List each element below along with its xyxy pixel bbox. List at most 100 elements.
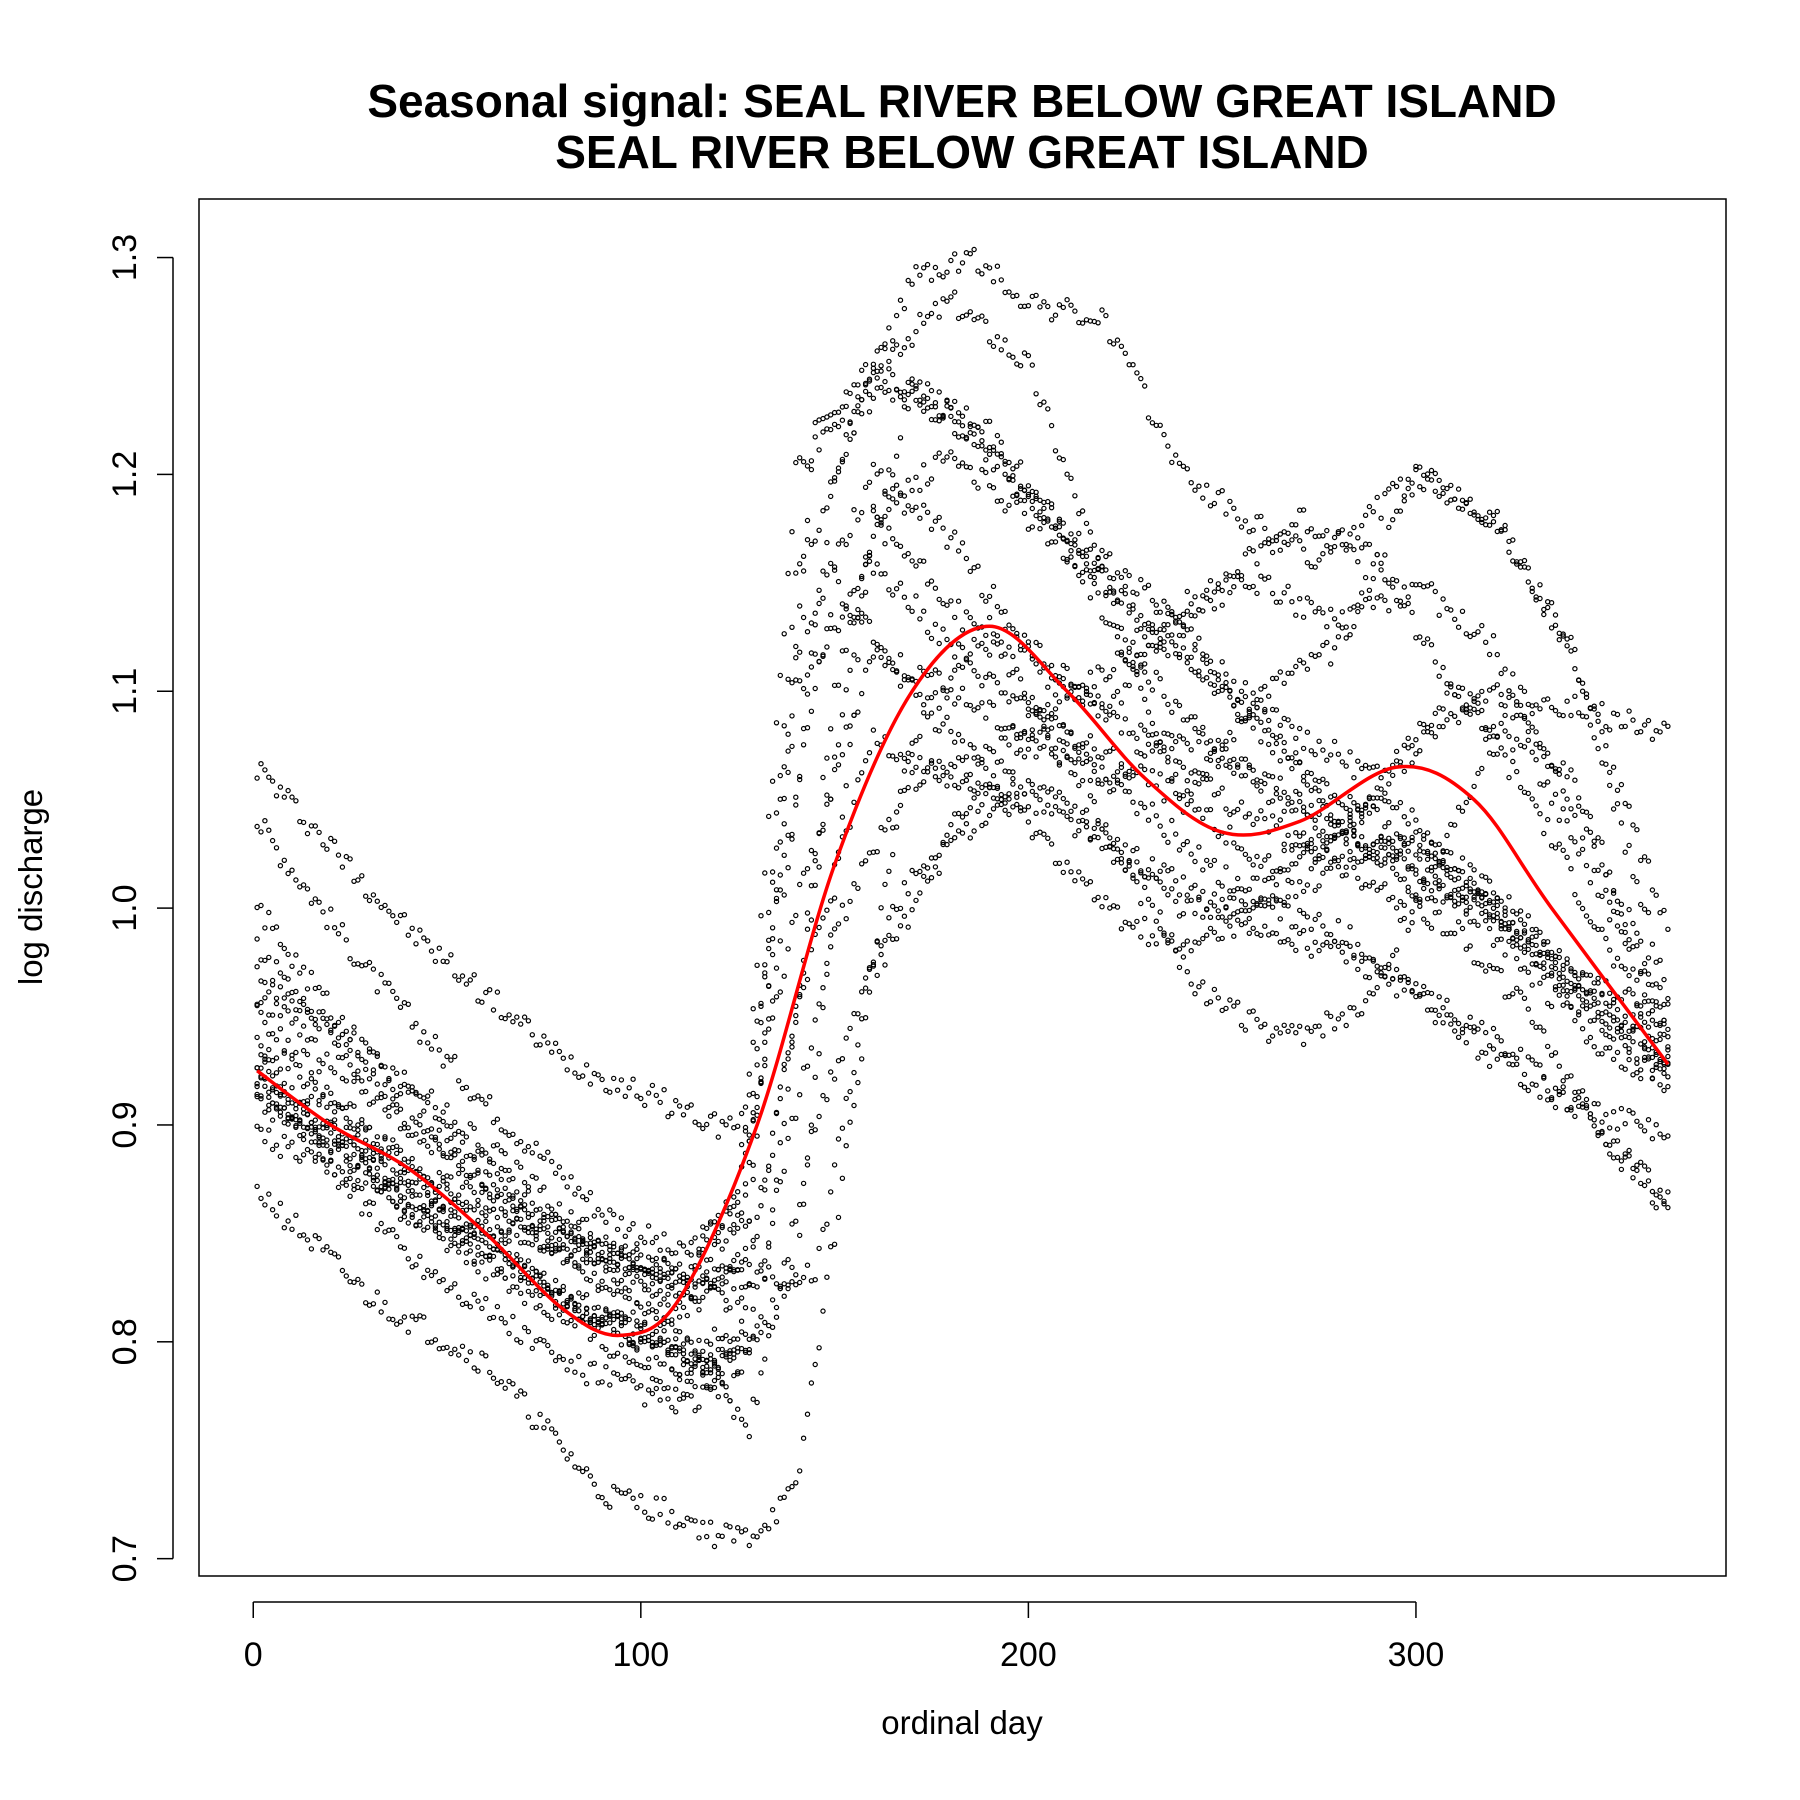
data-point: [331, 838, 338, 845]
data-point: [1405, 476, 1411, 482]
data-point: [417, 1039, 423, 1045]
data-point: [374, 1165, 380, 1171]
data-point: [773, 994, 780, 1000]
data-point: [1161, 832, 1167, 839]
data-point: [905, 784, 911, 791]
data-point: [304, 1237, 311, 1243]
data-point: [1068, 757, 1074, 763]
data-point: [661, 1255, 667, 1262]
data-point: [328, 1090, 334, 1097]
data-point: [1184, 588, 1191, 595]
data-point: [1401, 814, 1408, 820]
data-point: [684, 1274, 691, 1281]
data-point: [1165, 652, 1171, 659]
data-point: [467, 1349, 473, 1355]
data-point: [800, 1435, 807, 1441]
data-point: [1265, 540, 1272, 547]
data-point: [746, 1542, 753, 1549]
data-point: [343, 853, 349, 860]
data-point: [506, 1191, 512, 1198]
data-point: [1161, 748, 1167, 754]
data-point: [986, 265, 993, 271]
data-point: [510, 1175, 516, 1182]
data-point: [1637, 970, 1644, 977]
data-point: [890, 346, 896, 352]
data-point: [1231, 888, 1237, 894]
data-point: [1572, 646, 1578, 653]
data-point: [1141, 383, 1148, 389]
data-point: [901, 913, 908, 919]
data-point: [948, 728, 954, 735]
data-point: [700, 1279, 706, 1286]
data-point: [417, 1166, 423, 1172]
data-point: [1072, 803, 1078, 809]
data-point: [1269, 875, 1276, 881]
data-point: [320, 1008, 326, 1015]
data-point: [580, 1468, 586, 1475]
data-point: [955, 695, 962, 701]
data-point: [800, 870, 807, 876]
data-point: [862, 614, 869, 620]
data-point: [1110, 773, 1117, 780]
data-point: [921, 779, 927, 785]
data-point: [1591, 703, 1597, 709]
data-point: [320, 909, 326, 915]
data-point: [893, 312, 900, 319]
data-point: [1157, 771, 1163, 777]
data-point: [994, 432, 1001, 439]
data-point: [986, 451, 993, 457]
data-point: [1405, 485, 1411, 492]
data-point: [1653, 1192, 1659, 1198]
data-point: [382, 902, 388, 909]
data-point: [676, 1345, 683, 1351]
data-point: [1184, 717, 1191, 723]
data-point: [1289, 941, 1295, 948]
data-point: [1343, 836, 1349, 842]
data-point: [262, 1202, 268, 1208]
data-point: [258, 1195, 264, 1202]
data-point: [471, 972, 477, 978]
data-point: [626, 1226, 632, 1233]
data-point: [269, 982, 276, 988]
data-point: [483, 1101, 489, 1107]
data-point: [711, 1219, 718, 1225]
data-point: [1451, 1017, 1458, 1023]
data-point: [1401, 974, 1408, 980]
data-point: [541, 1425, 547, 1431]
data-point: [1626, 946, 1632, 952]
data-point: [576, 1219, 582, 1226]
data-point: [1560, 1089, 1566, 1096]
data-point: [804, 926, 811, 932]
data-point: [913, 386, 919, 392]
data-point: [971, 795, 977, 801]
data-point: [1324, 840, 1330, 846]
data-point: [626, 1372, 632, 1379]
data-point: [281, 1004, 287, 1010]
data-point: [1657, 1131, 1663, 1137]
data-point: [1052, 523, 1059, 529]
data-point: [1281, 1022, 1287, 1029]
data-point: [1459, 707, 1466, 713]
data-point: [281, 995, 287, 1001]
data-point: [525, 1214, 532, 1221]
data-point: [494, 1193, 501, 1199]
data-point: [948, 405, 954, 411]
data-point: [580, 1073, 586, 1079]
data-point: [793, 802, 799, 808]
data-point: [971, 745, 977, 751]
data-point: [308, 969, 315, 976]
data-point: [1482, 725, 1489, 731]
data-point: [266, 1191, 272, 1197]
data-point: [1149, 748, 1156, 754]
data-point: [1498, 936, 1504, 942]
data-point: [913, 328, 919, 335]
data-point: [897, 905, 904, 912]
data-point: [262, 1019, 268, 1026]
data-point: [397, 1198, 404, 1205]
data-point: [359, 1281, 365, 1287]
data-point: [514, 1189, 520, 1195]
data-point: [1603, 872, 1609, 878]
data-point: [1595, 745, 1601, 752]
data-point: [1227, 498, 1233, 505]
data-point: [1184, 740, 1191, 747]
